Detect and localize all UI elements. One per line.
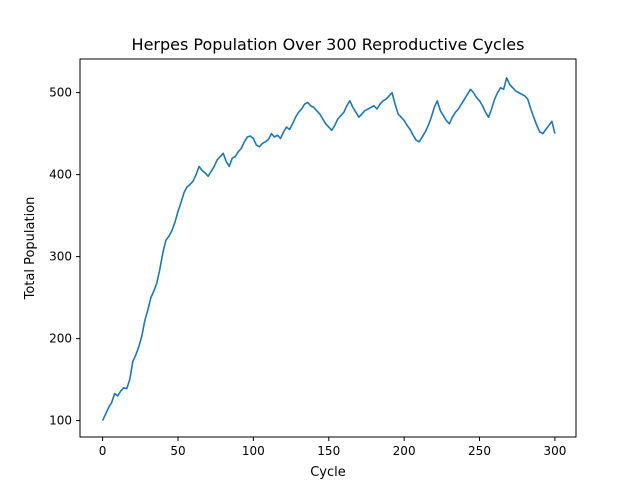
x-tick-label: 250 bbox=[468, 444, 491, 458]
y-tick-label: 300 bbox=[49, 250, 72, 264]
x-tick-label: 150 bbox=[317, 444, 340, 458]
x-axis-label: Cycle bbox=[310, 465, 346, 480]
y-tick-label: 400 bbox=[49, 168, 72, 182]
y-tick-label: 200 bbox=[49, 332, 72, 346]
y-axis-label: Total Population bbox=[23, 197, 38, 301]
plot-area: 0 50 100 150 200 250 300 100 200 300 400 500 bbox=[49, 58, 577, 458]
y-tick-label: 100 bbox=[49, 414, 72, 428]
x-tick-label: 50 bbox=[170, 444, 185, 458]
y-tick-label: 500 bbox=[49, 86, 72, 100]
chart-title: Herpes Population Over 300 Reproductive … bbox=[132, 35, 525, 54]
series-line-0 bbox=[101, 77, 556, 421]
axes-frame bbox=[79, 58, 577, 438]
x-tick-label: 100 bbox=[242, 444, 265, 458]
x-tick-label: 300 bbox=[543, 444, 566, 458]
x-tick-label: 200 bbox=[393, 444, 416, 458]
x-tick-label: 0 bbox=[99, 444, 107, 458]
